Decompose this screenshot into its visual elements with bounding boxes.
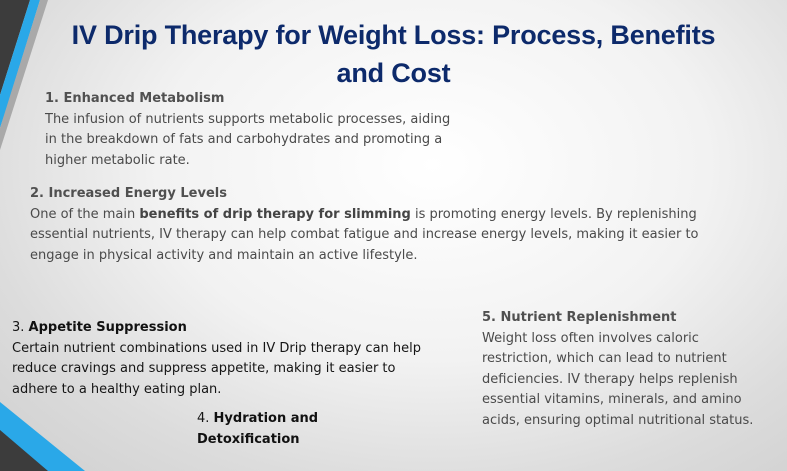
section-heading: 2. Increased Energy Levels (30, 186, 227, 201)
section-increased-energy: 2. Increased Energy Levels One of the ma… (30, 184, 730, 266)
section-appetite-suppression: 3. Appetite Suppression Certain nutrient… (12, 318, 442, 400)
bold-phrase: benefits of drip therapy for slimming (139, 206, 411, 222)
section-body: One of the main benefits of drip therapy… (30, 205, 730, 267)
title-line-1: IV Drip Therapy for Weight Loss: Process… (71, 20, 716, 50)
section-heading-text: Hydration and Detoxification (197, 411, 319, 447)
section-heading: 5. Nutrient Replenishment (482, 310, 677, 325)
section-body: Certain nutrient combinations used in IV… (12, 340, 422, 397)
section-heading-text: Appetite Suppression (28, 320, 187, 335)
section-enhanced-metabolism: 1. Enhanced Metabolism The infusion of n… (45, 89, 465, 171)
body-text: One of the main (30, 206, 140, 222)
section-number: 3. (12, 320, 29, 335)
section-heading: 4. Hydration and Detoxification (197, 409, 347, 450)
page-title: IV Drip Therapy for Weight Loss: Process… (0, 16, 787, 92)
body-text: is promoting energy levels. By replenish… (30, 206, 699, 263)
title-line-2: and Cost (336, 58, 451, 88)
corner-stripe-gray (0, 0, 48, 150)
section-nutrient-replenishment: 5. Nutrient Replenishment Weight loss of… (482, 308, 772, 431)
section-hydration-detox: 4. Hydration and Detoxification (197, 409, 347, 450)
bottom-shape-dark (0, 430, 48, 471)
section-number: 4. (197, 411, 214, 426)
section-heading: 3. Appetite Suppression (12, 318, 442, 339)
section-body: The infusion of nutrients supports metab… (45, 111, 451, 168)
section-body: Weight loss often involves caloric restr… (482, 330, 754, 428)
section-heading: 1. Enhanced Metabolism (45, 91, 225, 106)
